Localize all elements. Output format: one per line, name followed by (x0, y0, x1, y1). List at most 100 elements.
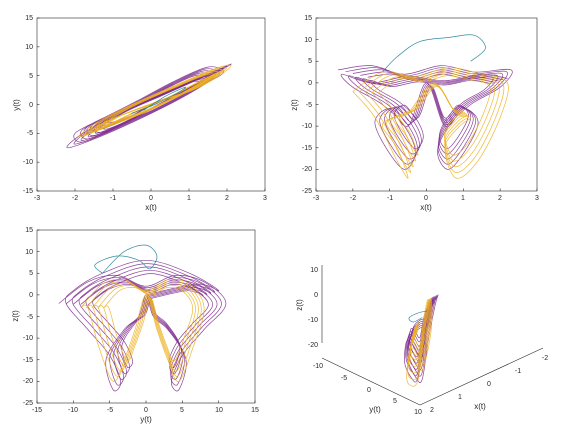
x-tick-label: -15 (32, 407, 42, 414)
y-tick-label: 0 (29, 292, 33, 299)
y-tick-label: 5 (308, 58, 312, 65)
trajectory-orange-1-3 (371, 73, 496, 162)
x-tick-label: -3 (34, 195, 40, 202)
z-ticks: -20 -10 0 10 (308, 267, 318, 349)
axes-3d (321, 265, 544, 406)
x-tick-label: 3 (535, 195, 539, 202)
y-tick-label: -5 (306, 102, 312, 109)
x-tick-label: 0 (149, 195, 153, 202)
y-tick-label: 5 (29, 73, 33, 80)
trajectory-orange-1-3 (97, 284, 196, 367)
x-tick-label: -1 (515, 368, 521, 375)
x-tick-label: -5 (107, 407, 113, 414)
y-tick-label: -25 (23, 400, 33, 407)
z-tick-label: 0 (314, 292, 318, 299)
x-tick-label: 3 (263, 195, 267, 202)
y-tick-label: 5 (393, 398, 397, 405)
x-tick-label: -2 (542, 355, 548, 362)
x-tick-label: -3 (313, 195, 319, 202)
x-tick-label: 1 (187, 195, 191, 202)
x-tick-label: 15 (251, 407, 259, 414)
trajectory-orange-1-0 (80, 278, 205, 382)
z-axis-label: z(t) (295, 299, 304, 311)
y-tick-label: -10 (23, 159, 33, 166)
trajectory-orange-1-3 (409, 299, 430, 367)
plot-area (36, 229, 256, 404)
trajectory-purple-0-1 (345, 67, 508, 165)
y-tick-label: -10 (313, 363, 323, 370)
x-ticks: -3 -2 -1 0 1 2 3 (313, 195, 539, 202)
y-tick-label: -25 (302, 188, 312, 195)
x-axis-label: x(t) (420, 203, 432, 212)
trajectory-layer (58, 244, 227, 392)
y-axis-label: y(t) (12, 99, 21, 111)
y-tick-label: 10 (25, 249, 33, 256)
trajectory-orange-1-1 (84, 66, 227, 135)
y-tick-label: 10 (414, 409, 422, 416)
trajectory-orange-1-4 (103, 286, 194, 362)
x-tick-label: 2 (225, 195, 229, 202)
y-tick-label: -5 (27, 130, 33, 137)
y-tick-label: -20 (302, 166, 312, 173)
y-tick-label: -15 (302, 145, 312, 152)
x-tick-label: 1 (461, 195, 465, 202)
subplot-3d: -20 -10 0 10 -10 -5 0 5 10 2 1 0 -1 -2 y… (295, 265, 548, 416)
y-axis-label: y(t) (369, 405, 381, 414)
y-tick-label: 15 (25, 227, 33, 234)
x-axis-label: y(t) (140, 415, 152, 424)
y-tick-label: -5 (341, 375, 347, 382)
y-tick-label: -10 (302, 123, 312, 130)
y-tick-label: 0 (29, 102, 33, 109)
trajectory-orange-1-2 (91, 282, 199, 372)
trajectory-layer (404, 294, 439, 387)
x-axis-label: x(t) (474, 402, 486, 411)
trajectory-teal-2-0 (382, 34, 486, 73)
trajectory-orange-1-0 (352, 67, 509, 179)
x-tick-label: 2 (498, 195, 502, 202)
z-tick-label: 10 (310, 267, 318, 274)
x-axis-line (419, 347, 544, 406)
y-tick-label: 15 (304, 15, 312, 22)
y-tick-label: -15 (23, 357, 33, 364)
trajectory-orange-1-4 (410, 299, 429, 361)
y-tick-label: 0 (308, 80, 312, 87)
x-tick-label: 0 (487, 381, 491, 388)
x-tick-label: 1 (458, 394, 462, 401)
x-tick-label: -10 (68, 407, 78, 414)
subplot-x-z: -3 -2 -1 0 1 2 3 -25 -20 -15 -10 -5 0 5 … (290, 15, 539, 212)
x-axis-label: x(t) (145, 203, 157, 212)
trajectory-orange-1-1 (407, 298, 432, 380)
z-tick-label: -10 (308, 317, 318, 324)
trajectory-purple-0-2 (73, 266, 218, 380)
x-tick-label: 10 (215, 407, 223, 414)
trajectory-purple-0-2 (352, 69, 504, 160)
x-ticks: 2 1 0 -1 -2 (430, 355, 548, 414)
y-ticks: -25 -20 -15 -10 -5 0 5 10 15 (302, 15, 312, 195)
trajectory-orange-1-1 (86, 280, 202, 377)
x-tick-label: -1 (110, 195, 116, 202)
y-tick-label: 10 (304, 37, 312, 44)
x-ticks: -3 -2 -1 0 1 2 3 (34, 195, 267, 202)
y-tick-label: -10 (23, 335, 33, 342)
y-tick-label: 5 (29, 270, 33, 277)
x-tick-label: 0 (424, 195, 428, 202)
y-axis-line (321, 357, 421, 406)
subplot-y-z: -15 -10 -5 0 5 10 15 -25 -20 -15 -10 -5 … (11, 227, 259, 424)
trajectory-orange-1-1 (358, 69, 505, 173)
subplot-x-y: -3 -2 -1 0 1 2 3 -15 -10 -5 0 5 10 15 x(… (12, 15, 267, 212)
x-tick-label: 0 (144, 407, 148, 414)
x-tick-label: -2 (72, 195, 78, 202)
x-ticks: -15 -10 -5 0 5 10 15 (32, 407, 259, 414)
trajectory-purple-0-1 (65, 263, 222, 386)
x-tick-label: -2 (350, 195, 356, 202)
trajectory-purple-0-0 (58, 259, 227, 392)
trajectory-teal-2-0 (408, 310, 427, 323)
y-tick-label: -15 (23, 188, 33, 195)
trajectory-teal-2-0 (131, 86, 186, 114)
x-tick-label: 5 (180, 407, 184, 414)
trajectory-orange-1-4 (378, 75, 491, 156)
y-tick-label: -5 (27, 314, 33, 321)
x-tick-label: 2 (430, 407, 434, 414)
y-axis-label: z(t) (290, 99, 299, 111)
